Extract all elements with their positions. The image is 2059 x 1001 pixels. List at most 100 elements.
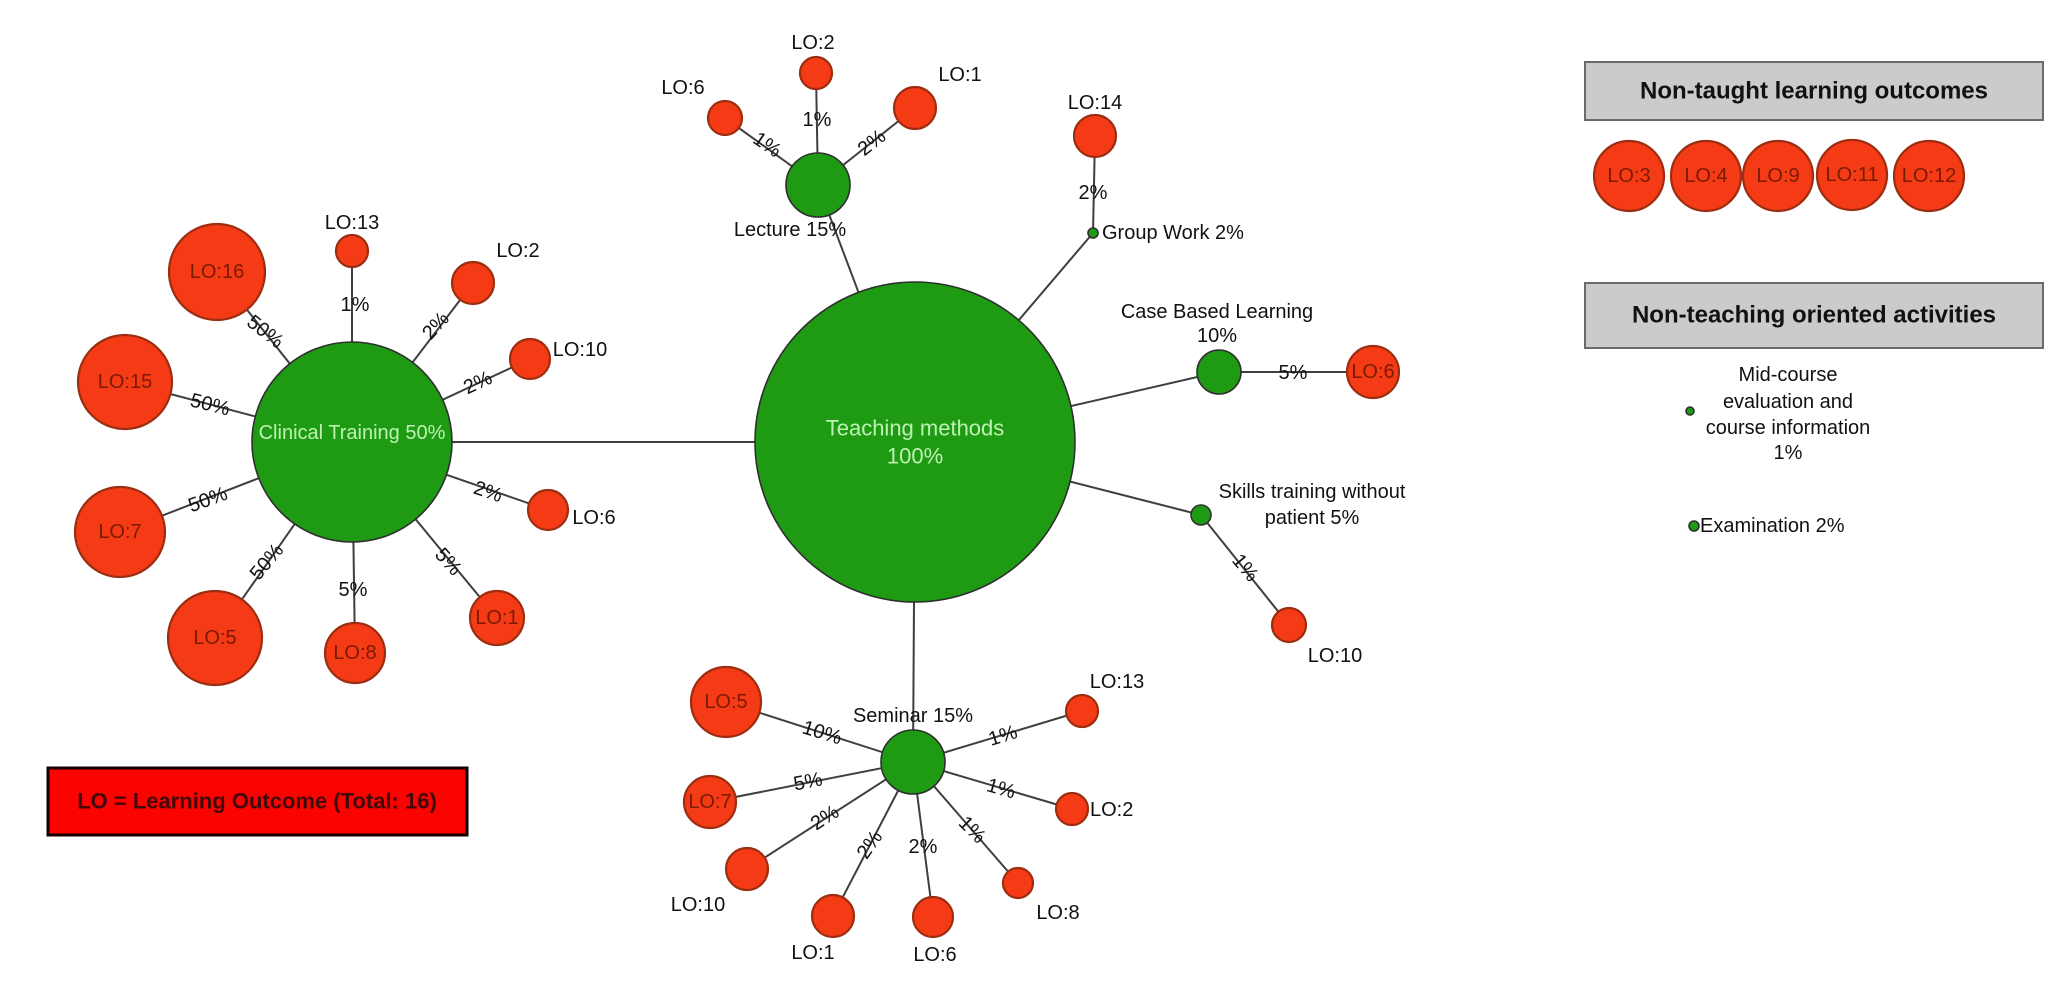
node-label-s_lo5: LO:5	[704, 691, 747, 713]
node-label-cb_lo6: LO:6	[1351, 361, 1394, 383]
node-c_lo6	[526, 488, 570, 532]
node-s_lo2	[1054, 791, 1090, 827]
node-c_lo16	[167, 222, 267, 322]
node-label-c_lo7: LO:7	[98, 521, 141, 543]
edge-label-18: 2%	[807, 801, 843, 835]
node-n_lo3	[1592, 139, 1666, 213]
edge-label-12: 2%	[854, 125, 890, 160]
node-casebased	[1196, 349, 1242, 395]
text-label-14: LO:10	[1308, 645, 1362, 667]
node-groupwork	[1087, 227, 1099, 239]
text-label-19: LO:8	[1036, 902, 1079, 924]
node-n_lo12	[1892, 139, 1966, 213]
node-n_lo11	[1815, 138, 1889, 212]
edge-label-4: 50%	[188, 389, 232, 420]
node-circles: Teaching methods 100% Clinical Training 50…	[73, 55, 1966, 939]
edge-label-9: 2%	[471, 477, 506, 507]
edge-label-23: 1%	[986, 721, 1020, 751]
node-c_lo15	[76, 333, 174, 431]
node-s_lo13	[1064, 693, 1100, 729]
edge-label-1: 1%	[341, 294, 370, 316]
node-sk_lo10	[1270, 606, 1308, 644]
lo-legend-title: LO = Learning Outcome (Total: 16)	[77, 789, 437, 814]
node-skills	[1190, 504, 1212, 526]
node-c_lo8	[323, 621, 387, 685]
text-label-20: LO:2	[1090, 799, 1133, 821]
edge-label-16: 10%	[800, 717, 845, 750]
node-clinical	[251, 341, 453, 543]
node-label-c_lo5: LO:5	[193, 627, 236, 649]
non-taught-box	[1584, 61, 2044, 121]
text-label-11: 10%	[1197, 325, 1237, 347]
edge-seminar-s_lo7	[709, 761, 914, 803]
node-label-n_lo12: LO:12	[1902, 165, 1956, 187]
text-label-21: LO:13	[1090, 671, 1144, 693]
text-label-1: LO:2	[496, 240, 539, 262]
node-lo14	[1072, 113, 1118, 159]
node-c_lo7	[73, 485, 167, 579]
text-label-15: Seminar 15%	[853, 705, 973, 727]
node-c_lo13	[334, 233, 370, 269]
node-midcourse_dot	[1685, 406, 1695, 416]
text-label-13: patient 5%	[1265, 507, 1360, 529]
text-label-8: Lecture 15%	[734, 219, 847, 241]
non-taught-panel: Non-taught learning outcomes	[1584, 61, 2044, 121]
node-lecture	[785, 152, 851, 218]
text-label-17: LO:1	[791, 942, 834, 964]
node-s_lo5	[689, 665, 763, 739]
text-label-3: LO:6	[572, 507, 615, 529]
lo-legend-panel: LO = Learning Outcome (Total: 16)	[46, 766, 469, 837]
edge-label-2: 2%	[418, 308, 454, 344]
non-taught-title: Non-taught learning outcomes	[1640, 78, 1988, 105]
node-c_lo1	[468, 589, 526, 647]
edge-seminar-s_lo10	[746, 761, 914, 870]
text-label-4: LO:6	[661, 77, 704, 99]
node-label-n_lo3: LO:3	[1607, 165, 1650, 187]
node-l_lo2	[798, 55, 834, 91]
node-s_lo8	[1001, 866, 1035, 900]
text-label-16: LO:10	[671, 894, 725, 916]
node-exam_dot	[1688, 520, 1700, 532]
node-c_lo10	[508, 337, 552, 381]
edge-label-19: 2%	[853, 827, 888, 863]
text-label-22: Mid-course	[1739, 364, 1838, 386]
node-s_lo1	[810, 893, 856, 939]
text-label-0: LO:13	[325, 212, 379, 234]
non-teaching-box	[1584, 282, 2044, 349]
node-n_lo4	[1669, 139, 1743, 213]
node-label-n_lo9: LO:9	[1756, 165, 1799, 187]
node-n_lo9	[1741, 139, 1815, 213]
edge-label-0: 50%	[242, 311, 287, 353]
node-label-s_lo7: LO:7	[688, 791, 731, 813]
text-label-7: LO:14	[1068, 92, 1122, 114]
text-label-10: Case Based Learning	[1121, 301, 1313, 323]
node-l_lo6	[706, 99, 744, 137]
edge-label-22: 1%	[984, 774, 1018, 803]
text-label-5: LO:2	[791, 32, 834, 54]
text-label-25: 1%	[1774, 442, 1803, 464]
node-s_lo7	[682, 774, 738, 830]
edge-label-5: 50%	[185, 483, 230, 517]
text-label-2: LO:10	[553, 339, 607, 361]
node-s_lo10	[724, 846, 770, 892]
text-label-6: LO:1	[938, 64, 981, 86]
node-label-n_lo4: LO:4	[1684, 165, 1727, 187]
node-label-c_lo1: LO:1	[475, 607, 518, 629]
text-label-18: LO:6	[913, 944, 956, 966]
non-teaching-title: Non-teaching oriented activities	[1632, 302, 1996, 329]
edge-label-21: 1%	[954, 812, 990, 848]
node-label-teaching: Teaching methods	[826, 415, 1005, 440]
node-label-clinical: Clinical Training 50%	[259, 422, 446, 444]
edge-skills-sk_lo10	[1200, 514, 1290, 626]
node-label-c_lo15: LO:15	[98, 371, 152, 393]
edge-label-13: 2%	[1079, 182, 1108, 204]
non-teaching-panel: Non-teaching oriented activities	[1584, 282, 2044, 349]
edge-label-3: 2%	[460, 367, 496, 399]
node-label-c_lo16: LO:16	[190, 261, 244, 283]
edge-label-7: 5%	[339, 579, 368, 601]
text-label-26: Examination 2%	[1700, 515, 1845, 537]
text-label-24: course information	[1706, 417, 1871, 439]
node-cb_lo6	[1345, 344, 1401, 400]
node-teaching	[754, 281, 1076, 603]
